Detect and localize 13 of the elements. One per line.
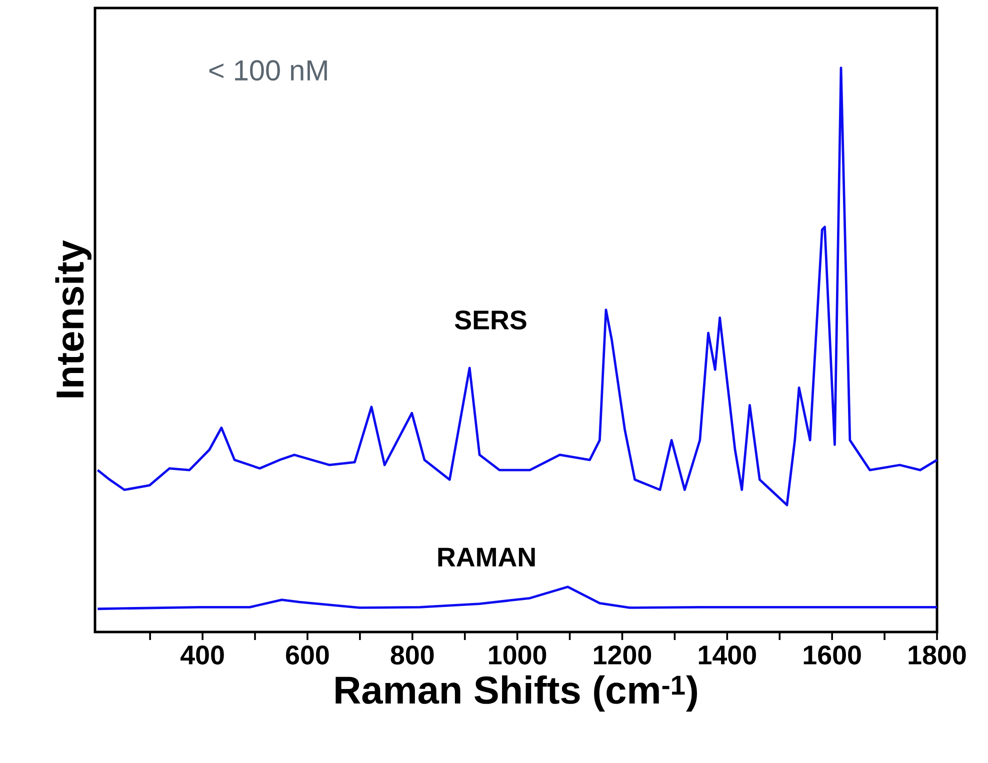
x-tick-label: 1800 [908, 646, 966, 665]
x-tick-label: 800 [390, 646, 434, 665]
x-tick-label: 400 [180, 646, 224, 665]
x-tick-label: 1200 [594, 646, 652, 665]
x-tick-label: 1400 [698, 646, 756, 665]
x-tick-label: 1000 [489, 646, 546, 665]
series-label: RAMAN [438, 548, 535, 566]
annotation: < 100 nM [209, 60, 327, 81]
x-axis-title: Raman Shifts (cm$^{-1}$) [336, 675, 697, 712]
x-tick-label: 1600 [804, 646, 861, 665]
y-axis-title: Intensity [55, 240, 92, 398]
x-tick-label: 600 [286, 646, 329, 665]
series-label: SERS [454, 310, 526, 330]
